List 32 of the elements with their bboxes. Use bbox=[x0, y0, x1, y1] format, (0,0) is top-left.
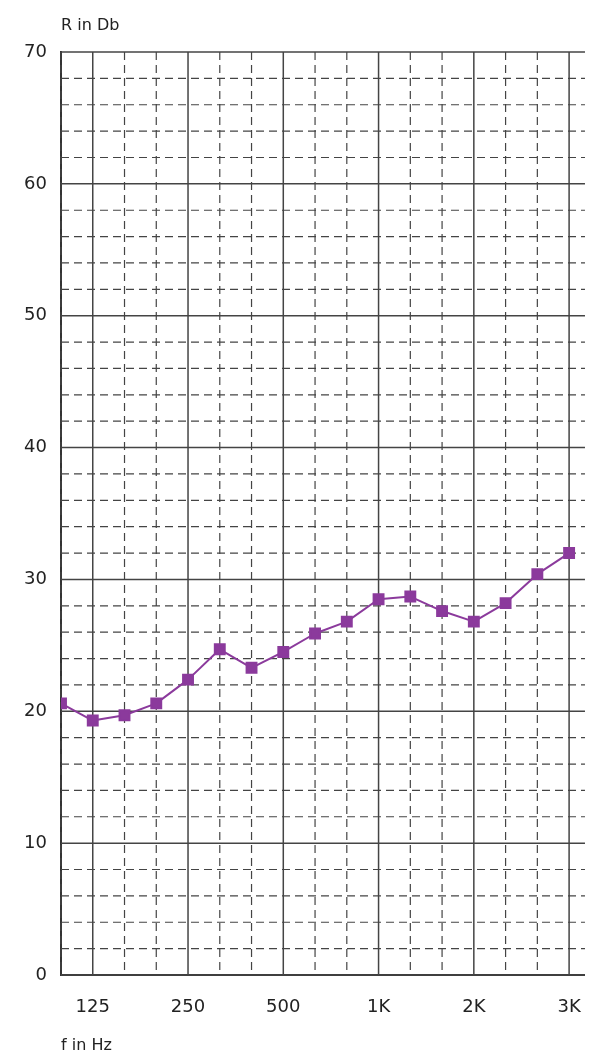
y-tick-label: 40 bbox=[24, 435, 47, 457]
y-tick-label: 50 bbox=[24, 303, 47, 325]
x-axis-title: f in Hz bbox=[61, 1035, 112, 1054]
point bbox=[118, 709, 131, 722]
point bbox=[563, 547, 576, 560]
y-tick-label: 70 bbox=[24, 39, 47, 61]
point bbox=[531, 568, 544, 581]
x-tick-label: 1K bbox=[366, 995, 392, 1017]
x-tick-label: 2K bbox=[462, 995, 487, 1017]
y-tick-label: 60 bbox=[24, 171, 47, 193]
x-tick-label: 500 bbox=[266, 995, 301, 1017]
y-axis-title: R in Db bbox=[61, 15, 120, 34]
point bbox=[86, 714, 99, 727]
point bbox=[372, 593, 385, 606]
point bbox=[467, 615, 480, 628]
point bbox=[436, 605, 449, 618]
x-tick-label: 250 bbox=[170, 995, 206, 1017]
point bbox=[213, 643, 226, 656]
point bbox=[404, 590, 417, 603]
point bbox=[150, 697, 163, 710]
y-tick-label: 10 bbox=[24, 830, 47, 852]
y-tick-label: 0 bbox=[35, 962, 47, 984]
point bbox=[245, 661, 258, 674]
point bbox=[309, 627, 321, 640]
point bbox=[340, 615, 353, 628]
x-tick-label: 125 bbox=[75, 995, 110, 1017]
y-tick-label: 20 bbox=[24, 698, 47, 720]
point bbox=[182, 673, 194, 686]
point bbox=[277, 646, 290, 658]
point bbox=[499, 597, 512, 610]
y-tick-label: 30 bbox=[24, 567, 47, 589]
x-tick-label: 3K bbox=[557, 995, 582, 1017]
